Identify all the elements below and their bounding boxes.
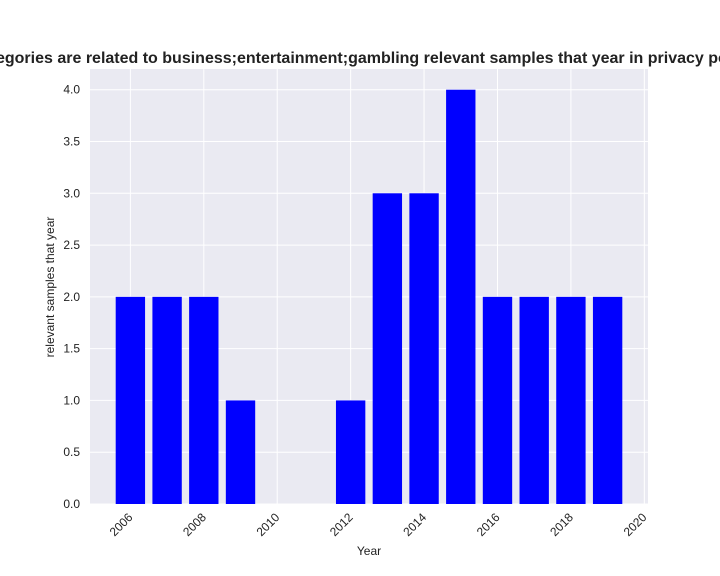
y-tick-label: 1.5 (63, 342, 80, 356)
y-tick-label: 3.5 (63, 135, 80, 149)
y-axis-label: relevant samples that year (43, 217, 57, 358)
y-tick-label: 4.0 (63, 83, 80, 97)
x-tick-label: 2010 (254, 510, 283, 539)
bar-2015 (446, 89, 476, 504)
y-tick-label: 1.0 (63, 393, 80, 407)
bar-2019 (592, 296, 623, 504)
bar-2009 (225, 400, 256, 504)
y-tick-label: 0.5 (63, 445, 80, 459)
x-tick-label: 2020 (621, 510, 650, 539)
x-tick-label: 2014 (400, 510, 429, 539)
x-tick-label: 2018 (547, 510, 576, 539)
y-tick-label: 2.0 (63, 290, 80, 304)
bar-2007 (152, 296, 182, 504)
x-tick-label: 2006 (107, 510, 136, 539)
bar-2008 (189, 296, 219, 504)
y-tick-label: 3.0 (63, 186, 80, 200)
x-axis-label: Year (357, 544, 381, 558)
x-tick-label: 2008 (180, 510, 209, 539)
x-tick-label: 2012 (327, 510, 356, 539)
chart-title: Categories are related to business;enter… (0, 50, 720, 67)
bars (115, 89, 623, 505)
bar-2016 (482, 296, 513, 504)
y-tick-label: 0.0 (63, 497, 80, 511)
bar-2006 (115, 296, 146, 504)
bar-2017 (519, 296, 549, 504)
x-axis-ticks: 2006 2008 2010 2012 2014 2016 2018 2020 (107, 510, 650, 539)
bar-2012 (335, 400, 366, 504)
x-tick-label: 2016 (474, 510, 503, 539)
bar-2013 (372, 193, 403, 505)
bar-2018 (556, 296, 586, 504)
y-tick-label: 2.5 (63, 238, 80, 252)
y-axis-ticks: 0.0 0.5 1.0 1.5 2.0 2.5 3.0 3.5 4.0 (63, 83, 80, 511)
bar-2014 (409, 193, 439, 505)
